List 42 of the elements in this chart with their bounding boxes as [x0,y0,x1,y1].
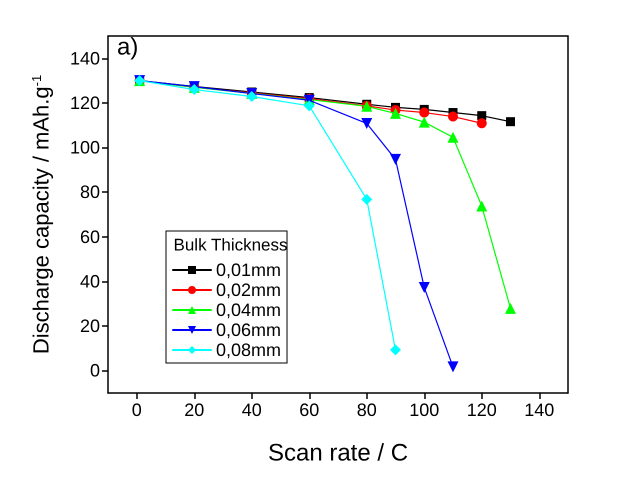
x-tick-label: 140 [524,400,554,420]
legend-label: 0,04mm [216,300,282,320]
point [418,282,430,293]
y-tick-label: 80 [80,182,100,202]
point [418,116,430,128]
x-tick-label: 80 [356,400,377,420]
y-tick-label: 60 [80,226,100,247]
point [390,108,401,119]
point [448,132,458,143]
point [390,344,401,356]
x-tick-label: 20 [184,400,204,420]
point [246,90,258,102]
x-tick-label: 120 [466,400,497,420]
legend-label: 0,01mm [216,260,282,280]
y-tick-label: 20 [80,316,100,336]
point [476,200,488,212]
point [476,118,487,128]
y-tick-label: 0 [90,360,100,381]
x-tick-label: 40 [242,400,262,420]
point [448,361,458,372]
y-tick-label: 40 [80,271,100,292]
chart-title: a) [117,34,138,60]
point [505,302,516,314]
point [448,112,458,122]
legend-label: 0,06mm [216,320,282,340]
point [361,118,372,129]
point [304,100,315,112]
point [506,117,515,126]
point [419,108,430,118]
legend-label: 0,08mm [216,340,282,360]
x-axis-title: Scan rate / C [268,440,408,466]
y-tick-label: 100 [70,138,100,158]
x-tick-label: 100 [409,400,440,420]
point [188,84,200,96]
x-tick-label: 60 [299,400,320,420]
y-tick-label: 120 [70,92,100,113]
point [361,194,372,205]
legend-label: 0,02mm [216,280,282,300]
y-axis-title: Discharge capacity / mAh.g-1 [28,74,54,354]
point [390,154,401,165]
x-tick-label: 0 [132,400,142,420]
y-tick-label: 140 [70,48,100,68]
